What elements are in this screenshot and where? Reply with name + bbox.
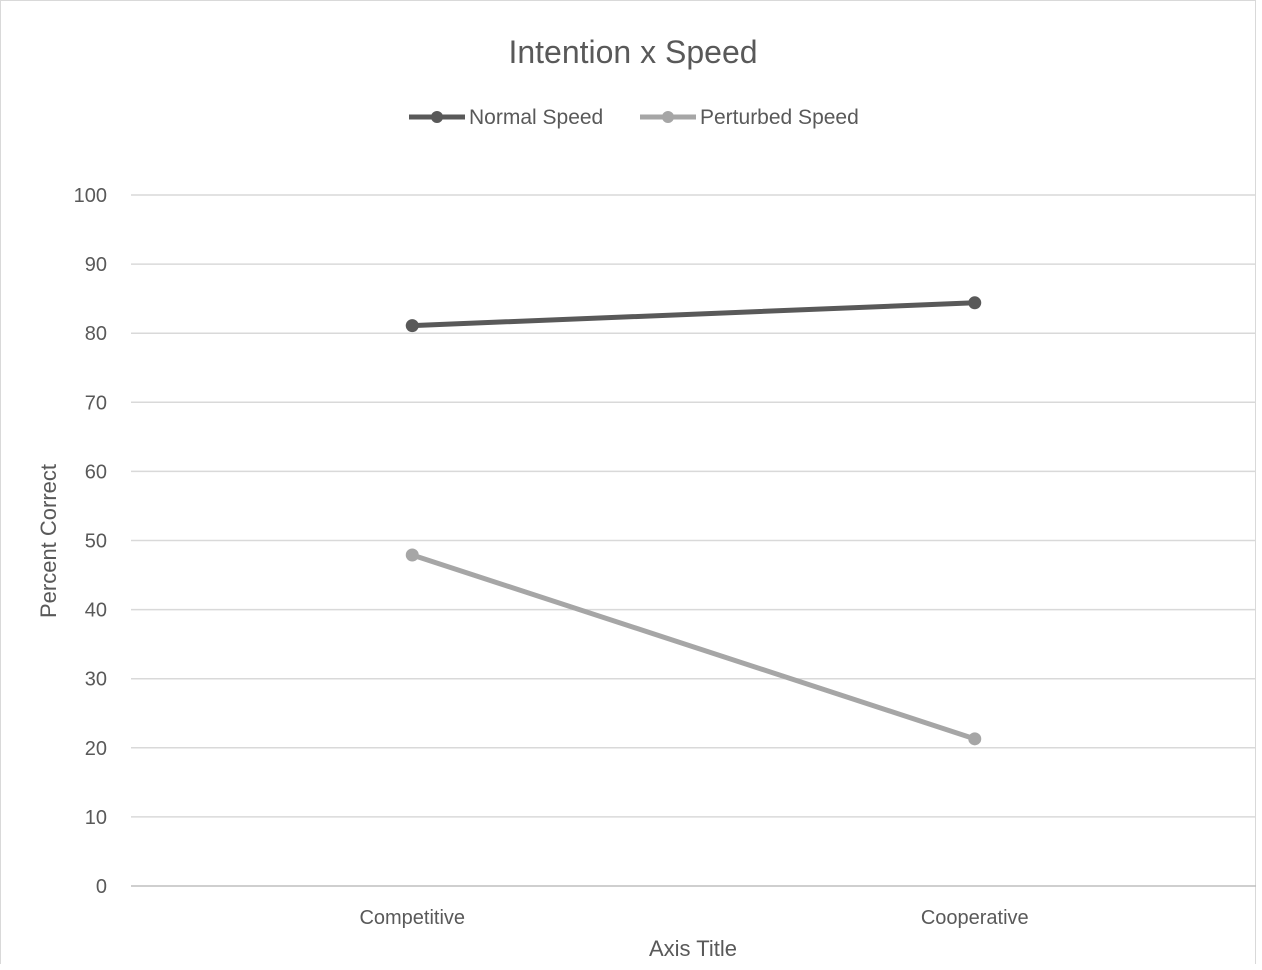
x-tick-label: Cooperative <box>921 907 1029 929</box>
series-line-normal-speed <box>409 300 978 329</box>
y-tick-label: 90 <box>85 254 107 276</box>
chart-title: Intention x Speed <box>508 34 757 70</box>
y-axis-tick-labels: 0 10 20 30 40 50 60 70 80 90 100 <box>74 185 107 898</box>
y-tick-label: 50 <box>85 531 107 553</box>
y-tick-label: 10 <box>85 807 107 829</box>
data-point-normal-speed <box>968 296 982 310</box>
y-tick-label: 20 <box>85 738 107 760</box>
y-tick-label: 30 <box>85 669 107 691</box>
data-point-perturbed-speed <box>968 732 982 746</box>
y-tick-label: 100 <box>74 185 107 207</box>
series-group <box>405 296 982 746</box>
y-tick-label: 0 <box>96 876 107 898</box>
legend-label-normal-speed: Normal Speed <box>469 106 603 129</box>
legend: Normal Speed Perturbed Speed <box>409 106 859 129</box>
legend-item-normal-speed: Normal Speed <box>409 106 603 129</box>
y-tick-label: 80 <box>85 323 107 345</box>
x-axis-title: Axis Title <box>649 936 737 961</box>
y-axis-title: Percent Correct <box>36 464 61 618</box>
y-tick-label: 70 <box>85 392 107 414</box>
legend-dot-perturbed-speed <box>662 111 674 123</box>
legend-item-perturbed-speed: Perturbed Speed <box>640 106 859 129</box>
y-tick-label: 40 <box>85 600 107 622</box>
gridlines <box>131 194 1256 887</box>
series-line-perturbed-speed <box>409 552 978 742</box>
data-point-normal-speed <box>405 319 419 333</box>
x-tick-label: Competitive <box>359 907 465 929</box>
x-axis-tick-labels: Competitive Cooperative <box>359 907 1028 929</box>
legend-label-perturbed-speed: Perturbed Speed <box>700 106 859 129</box>
legend-dot-normal-speed <box>431 111 443 123</box>
y-tick-label: 60 <box>85 461 107 483</box>
data-point-perturbed-speed <box>405 548 419 562</box>
